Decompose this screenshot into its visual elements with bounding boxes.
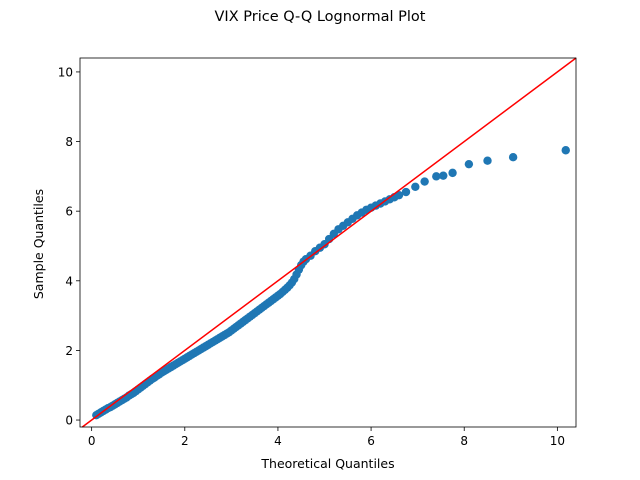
x-tick-label: 4: [274, 434, 282, 448]
y-tick-label: 4: [65, 274, 73, 288]
data-point: [464, 159, 474, 169]
data-point: [432, 172, 441, 181]
data-point: [448, 168, 457, 178]
data-point: [439, 171, 448, 180]
y-tick-label: 2: [65, 344, 73, 358]
data-point: [394, 190, 404, 200]
reference-line: [81, 57, 577, 428]
x-axis-label: Theoretical Quantiles: [260, 456, 394, 471]
data-point: [411, 182, 420, 192]
y-tick-label: 0: [65, 414, 73, 428]
plot-frame: [79, 57, 577, 428]
data-point: [420, 177, 429, 186]
y-tick-label: 6: [65, 205, 73, 219]
x-tick-label: 6: [367, 434, 375, 448]
data-point: [508, 153, 518, 162]
x-tick-label: 0: [88, 434, 96, 448]
data-point: [561, 146, 570, 155]
y-tick-label: 10: [58, 65, 73, 79]
x-axis-ticks: 0 2 4 6 8 10: [88, 427, 565, 448]
y-axis-ticks: 0 2 4 6 8 10: [58, 65, 80, 428]
scatter-points: [92, 146, 570, 420]
y-tick-label: 8: [65, 135, 73, 149]
x-tick-label: 8: [460, 434, 468, 448]
data-point: [483, 156, 492, 165]
chart-title: VIX Price Q-Q Lognormal Plot: [215, 9, 426, 25]
data-point: [401, 187, 411, 197]
x-tick-label: 2: [181, 434, 189, 448]
y-axis-label: Sample Quantiles: [31, 189, 46, 299]
x-tick-label: 10: [550, 434, 565, 448]
